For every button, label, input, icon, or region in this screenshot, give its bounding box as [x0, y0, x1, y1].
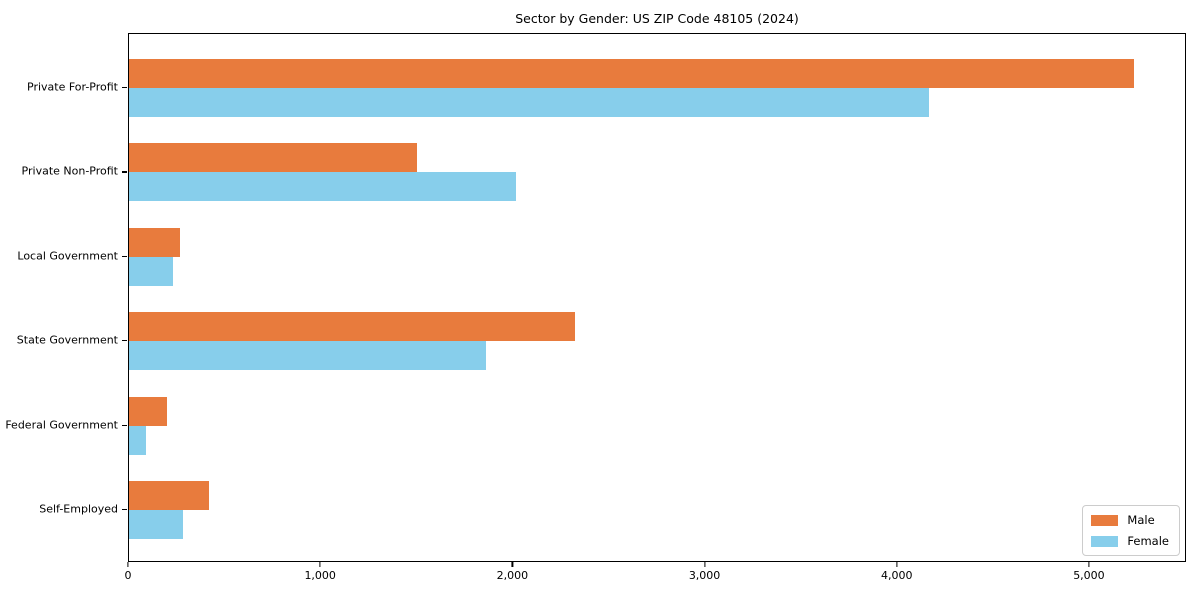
bar-female-3: [129, 341, 486, 371]
x-axis-labels: 0 1,000 2,000 3,000 4,000 5,000: [124, 569, 1186, 585]
y-tick: [122, 509, 127, 511]
bar-male-5: [129, 481, 209, 510]
legend-swatch-female: [1091, 535, 1119, 547]
y-tick: [122, 424, 127, 426]
bar-female-0: [129, 88, 929, 117]
x-tick-label: 5,000: [1073, 569, 1105, 582]
y-axis-labels: Private For-Profit Private Non-Profit Loca…: [0, 33, 118, 562]
bar-male-1: [129, 143, 417, 173]
bar-male-2: [129, 227, 180, 257]
x-tick-label: 1,000: [304, 569, 336, 582]
legend-item-male: Male: [1091, 513, 1169, 527]
y-tick: [122, 171, 127, 173]
bar-male-0: [129, 59, 1135, 88]
y-tick: [122, 255, 127, 257]
bar-female-1: [129, 172, 517, 202]
x-tick-label: 0: [124, 569, 132, 582]
bar-male-4: [129, 396, 168, 426]
legend: Male Female: [1082, 505, 1180, 556]
y-tick-label: Private Non-Profit: [21, 164, 118, 178]
bar-male-3: [129, 312, 575, 342]
x-tick-label: 2,000: [496, 569, 529, 582]
y-tick: [122, 87, 127, 89]
plot-area: Male Female: [128, 33, 1186, 562]
x-tick-label: 4,000: [881, 569, 913, 582]
legend-item-female: Female: [1091, 534, 1169, 548]
y-tick-label: Federal Government: [5, 418, 118, 432]
legend-swatch-male: [1091, 514, 1119, 526]
x-tick: [896, 562, 898, 567]
x-tick: [1088, 562, 1090, 567]
y-axis-ticks: [122, 33, 127, 562]
legend-label: Male: [1127, 513, 1155, 527]
x-tick: [511, 562, 513, 567]
bar-female-2: [129, 256, 174, 286]
x-tick: [703, 562, 706, 567]
y-tick: [122, 340, 127, 342]
y-tick-label: Self-Employed: [39, 502, 118, 516]
bar-female-5: [129, 510, 183, 539]
chart-title: Sector by Gender: US ZIP Code 48105 (202…: [515, 11, 799, 26]
y-tick-label: Private For-Profit: [27, 80, 118, 94]
bar-female-4: [129, 425, 147, 455]
legend-label: Female: [1127, 534, 1169, 548]
y-tick-label: Local Government: [17, 249, 118, 263]
x-axis-ticks: [127, 562, 1186, 568]
x-tick: [319, 562, 321, 567]
y-tick-label: State Government: [16, 333, 118, 347]
x-tick: [127, 562, 129, 567]
x-tick-label: 3,000: [688, 569, 721, 582]
